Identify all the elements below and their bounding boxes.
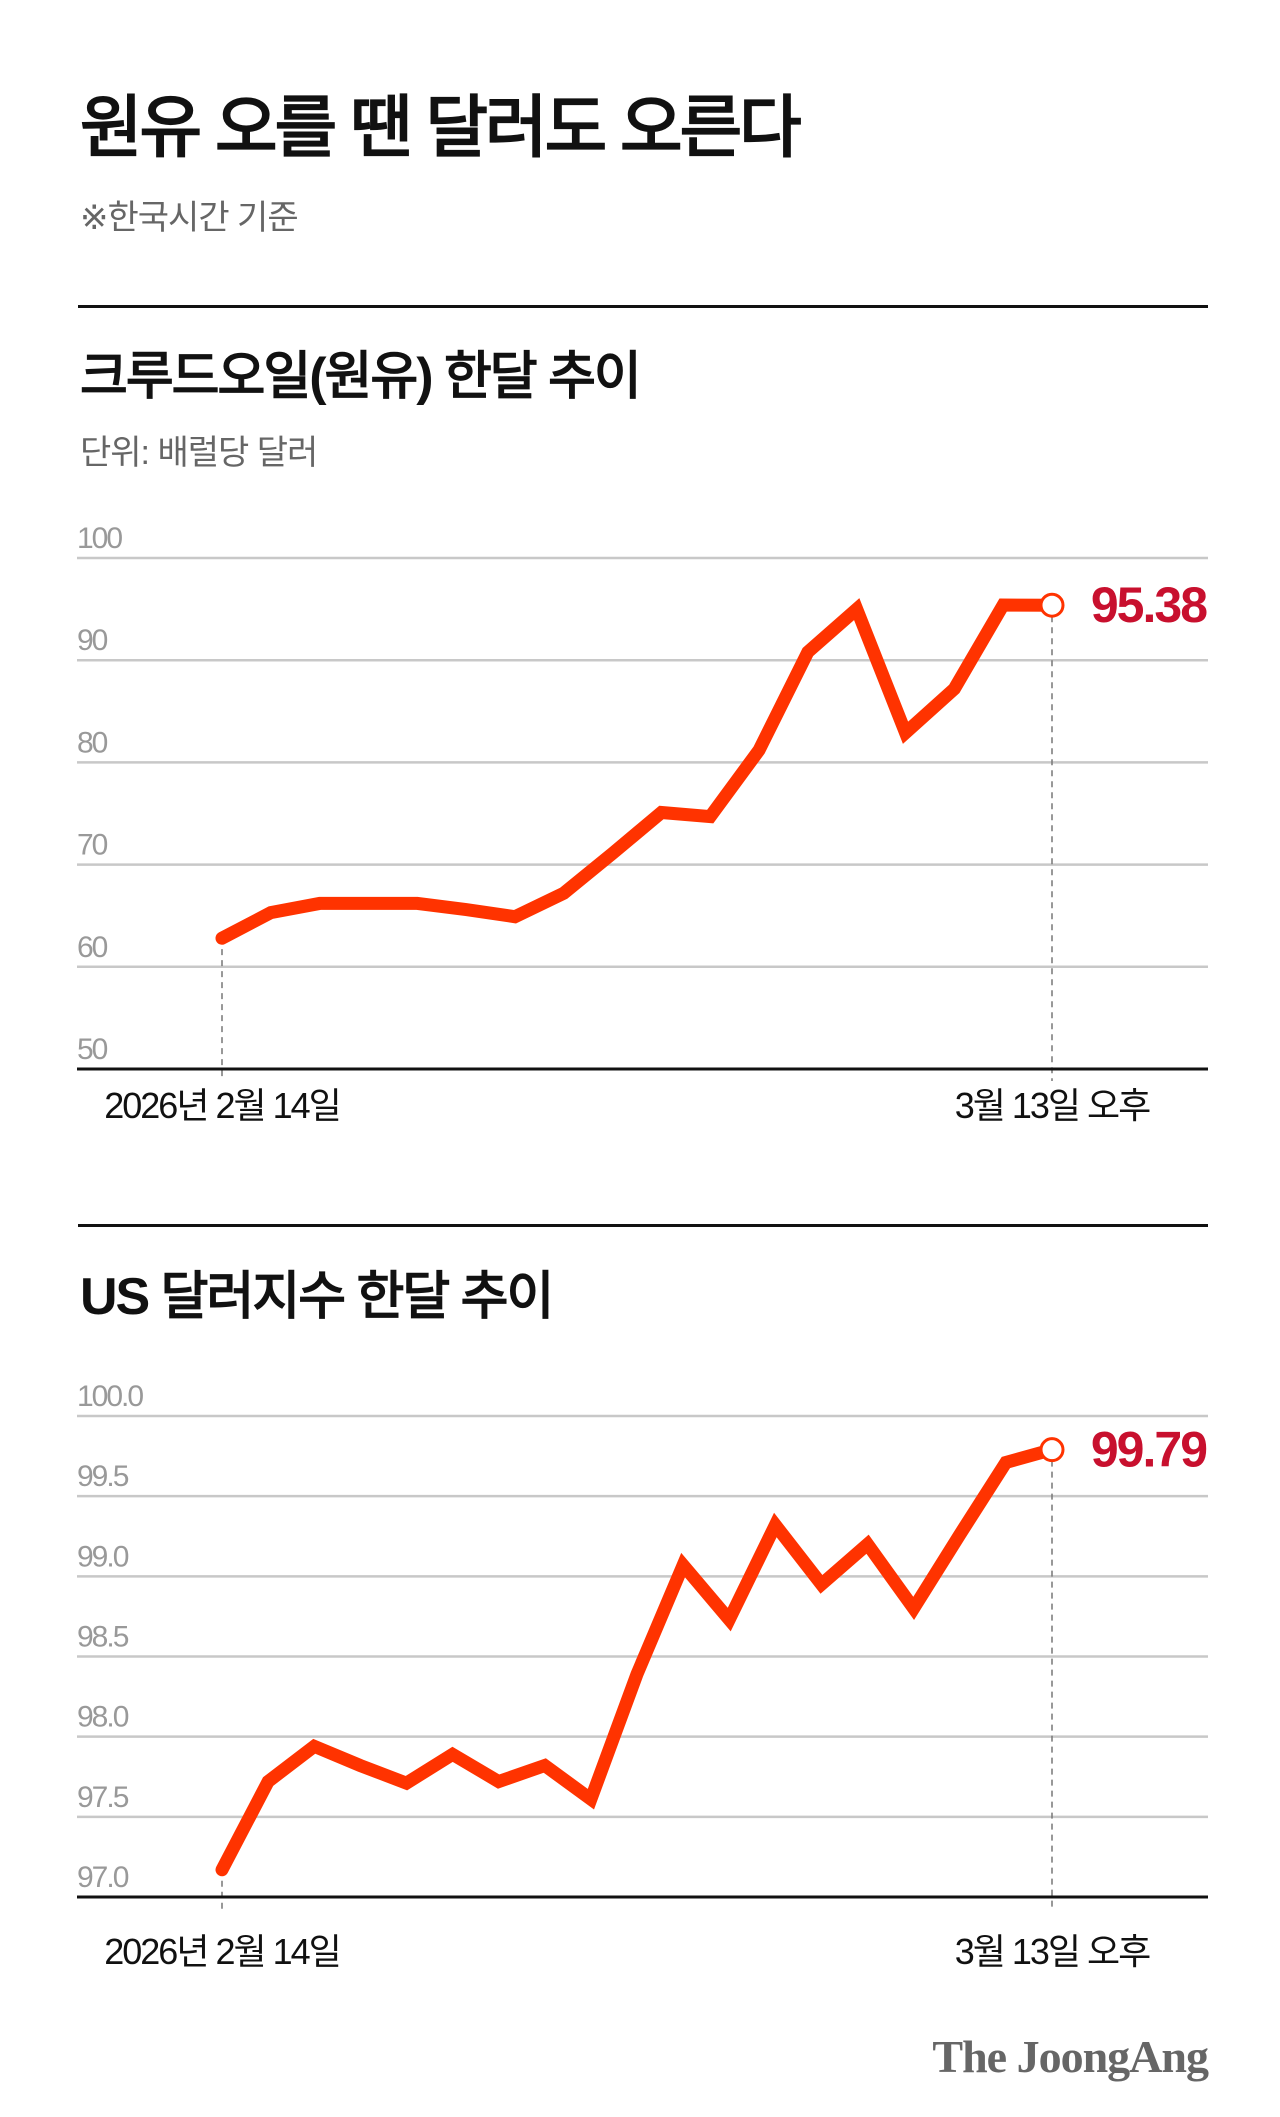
oil-chart-title: 크루드오일(원유) 한달 추이 [80,348,642,406]
y-tick-label: 70 [77,829,108,862]
y-tick-label: 97.0 [77,1861,129,1894]
y-tick-label: 50 [77,1033,108,1066]
series-line [215,1443,1059,1877]
x-end-label: 3월 13일 오후 [955,1085,1150,1126]
dollar-index-chart-title: US 달러지수 한달 추이 [80,1268,554,1326]
last-value-label: 99.79 [1091,1422,1206,1478]
page-title: 원유 오를 땐 달러도 오른다 [80,90,802,166]
series-line [215,598,1059,945]
last-data-point [1039,1437,1065,1463]
last-data-point [1039,592,1065,618]
y-tick-label: 98.0 [77,1701,129,1734]
oil-chart-unit: 단위: 배럴당 달러 [80,434,318,472]
y-tick-label: 99.5 [77,1460,129,1493]
section-divider [78,305,1208,308]
timezone-note: ※한국시간 기준 [80,199,299,237]
y-tick-label: 90 [77,624,108,657]
x-end-label: 3월 13일 오후 [955,1931,1150,1972]
y-tick-label: 60 [77,931,108,964]
x-start-label: 2026년 2월 14일 [104,1931,340,1972]
section-divider [78,1224,1208,1227]
x-start-label: 2026년 2월 14일 [104,1085,340,1126]
y-tick-label: 97.5 [77,1781,129,1814]
y-tick-label: 100 [77,522,122,555]
y-tick-label: 100.0 [77,1380,143,1413]
last-value-label: 95.38 [1091,577,1207,633]
y-tick-label: 80 [77,726,108,759]
the-joongang-logo: The JoongAng [932,2031,1209,2082]
y-tick-label: 98.5 [77,1621,129,1654]
y-tick-label: 99.0 [77,1540,129,1573]
